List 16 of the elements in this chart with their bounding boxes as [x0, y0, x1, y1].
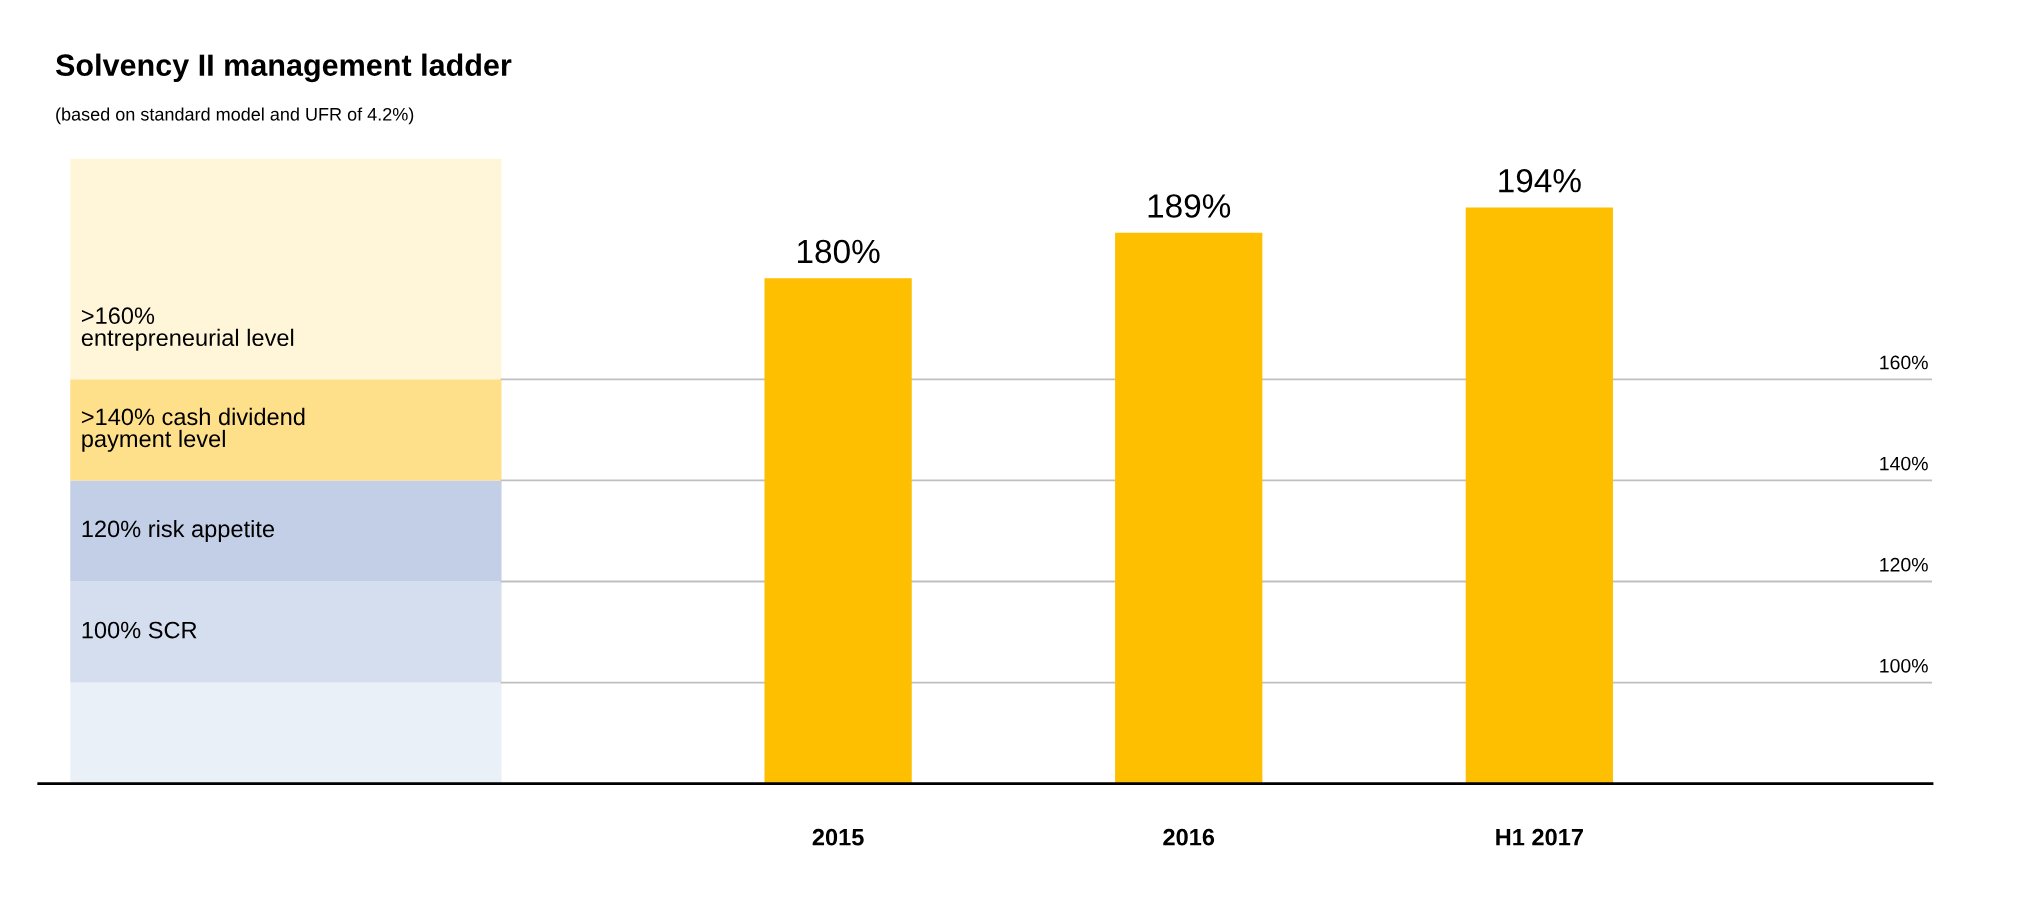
ref-line-label: 140%	[1880, 456, 1928, 471]
text: >140% cash dividend payment level	[81, 407, 305, 452]
data-label: 189%	[1148, 194, 1231, 218]
text: 100% SCR	[82, 621, 197, 639]
text: (based on standard model and UFR of 4.2%)	[56, 107, 414, 125]
chart-title: Solvency II management ladder	[55, 53, 512, 83]
text: 120% risk appetite	[82, 519, 274, 542]
text: >160% entrepreneurial level	[81, 307, 294, 351]
data-label: 194%	[1499, 168, 1581, 193]
data-label: 180%	[798, 239, 880, 264]
ref-line-label: 160%	[1880, 355, 1928, 370]
ref-line-label: 120%	[1880, 557, 1928, 572]
ref-line-label: 100%	[1880, 658, 1928, 673]
x-tick-label: 2016	[1163, 828, 1215, 846]
x-tick-label: 2015	[812, 828, 864, 846]
x-tick-label: H1 2017	[1496, 828, 1583, 846]
